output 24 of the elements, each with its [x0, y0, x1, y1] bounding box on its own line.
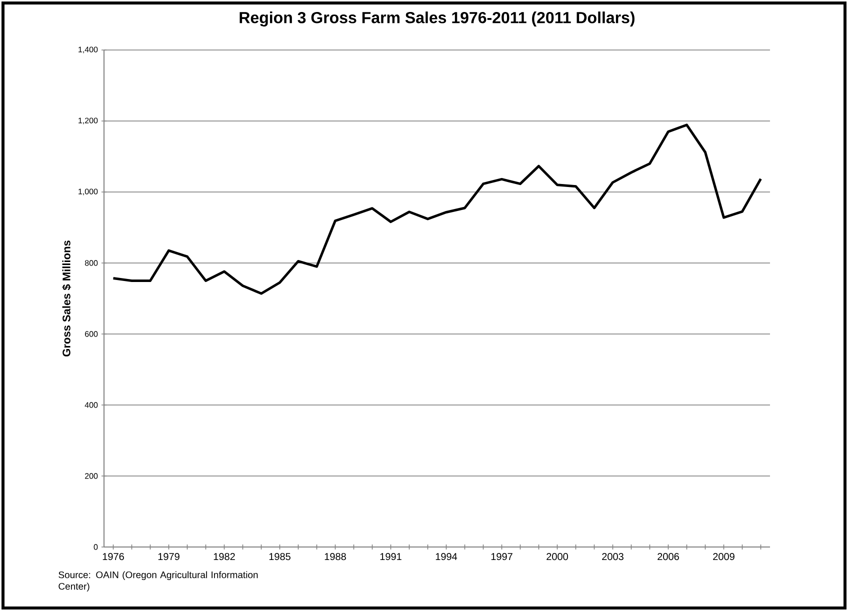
x-tick-label: 1985: [269, 553, 290, 560]
y-tick-label: 800: [84, 260, 98, 266]
y-tick-label: 1,000: [78, 188, 98, 196]
x-tick-label: 1994: [436, 553, 458, 560]
x-tick-label: 2006: [658, 553, 679, 560]
x-tick-label: 1997: [491, 553, 512, 560]
y-tick-label: 0: [94, 544, 98, 550]
line-series: [112, 124, 762, 295]
x-tick-label: 2000: [546, 553, 568, 560]
x-tick-label: 1979: [158, 553, 180, 560]
chart-title: Region 3 Gross Farm Sales 1976-2011 (2011 Dollars): [240, 12, 634, 27]
y-tick-label: 1,400: [78, 46, 98, 54]
x-tick-label: 1991: [380, 553, 402, 560]
x-tick-label: 1976: [102, 553, 124, 560]
y-tick-label: 200: [85, 473, 98, 479]
x-tick-label: 1988: [324, 553, 346, 560]
x-tick-label: 2003: [602, 553, 624, 560]
source-note: Source: OAIN (Oregon Agricultural Information Center): [58, 571, 258, 592]
x-tick-label: 2009: [713, 553, 734, 560]
y-axis-title: Gross Sales $ Millions: [62, 240, 72, 356]
y-tick-label: 400: [84, 402, 98, 408]
y-tick-label: 1,200: [78, 118, 98, 124]
y-tick-label: 600: [85, 331, 98, 337]
x-tick-label: 1982: [214, 553, 235, 560]
